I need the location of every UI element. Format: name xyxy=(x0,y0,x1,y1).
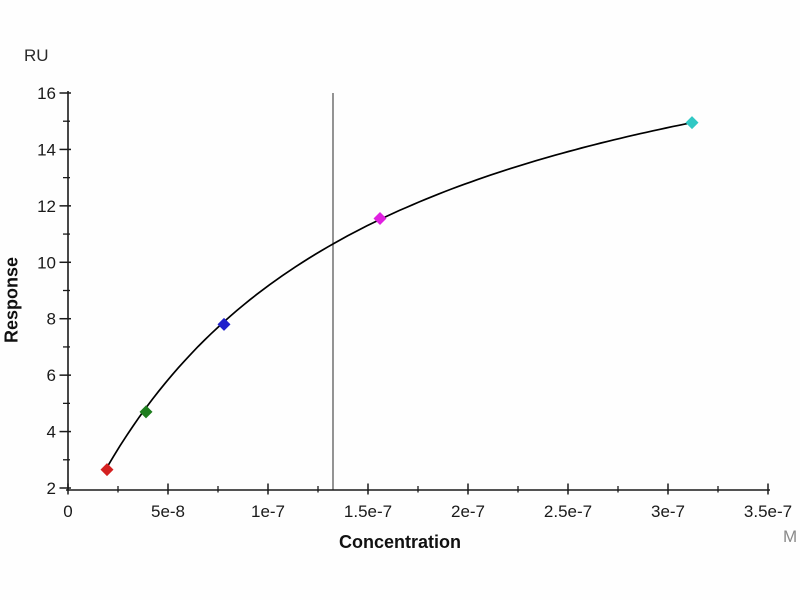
x-tick-label: 2.5e-7 xyxy=(544,502,592,521)
y-tick-label: 6 xyxy=(47,366,56,385)
data-point-green xyxy=(139,405,153,419)
y-tick-label: 16 xyxy=(37,84,56,103)
x-axis-unit-label: M xyxy=(783,527,798,546)
x-tick-label: 3.5e-7 xyxy=(744,502,792,521)
y-tick-label: 12 xyxy=(37,197,56,216)
x-tick-label: 1e-7 xyxy=(251,502,285,521)
x-tick-label: 1.5e-7 xyxy=(344,502,392,521)
y-axis-unit-label: RU xyxy=(24,46,49,65)
x-axis-title: Concentration xyxy=(338,532,462,552)
x-tick-label: 0 xyxy=(63,502,72,521)
y-tick-label: 8 xyxy=(47,310,56,329)
x-tick-label: 5e-8 xyxy=(151,502,185,521)
y-tick-label: 2 xyxy=(47,479,56,498)
x-tick-label: 2e-7 xyxy=(451,502,485,521)
y-tick-label: 14 xyxy=(37,140,56,159)
fit-curve xyxy=(106,121,693,469)
y-tick-label: 4 xyxy=(47,423,56,442)
data-point-magenta xyxy=(373,212,387,226)
y-axis-title: Response xyxy=(1,256,22,344)
data-point-blue xyxy=(217,317,231,331)
y-tick-label: 10 xyxy=(37,253,56,272)
data-point-cyan xyxy=(685,116,699,130)
x-tick-label: 3e-7 xyxy=(651,502,685,521)
data-point-red xyxy=(100,463,114,477)
